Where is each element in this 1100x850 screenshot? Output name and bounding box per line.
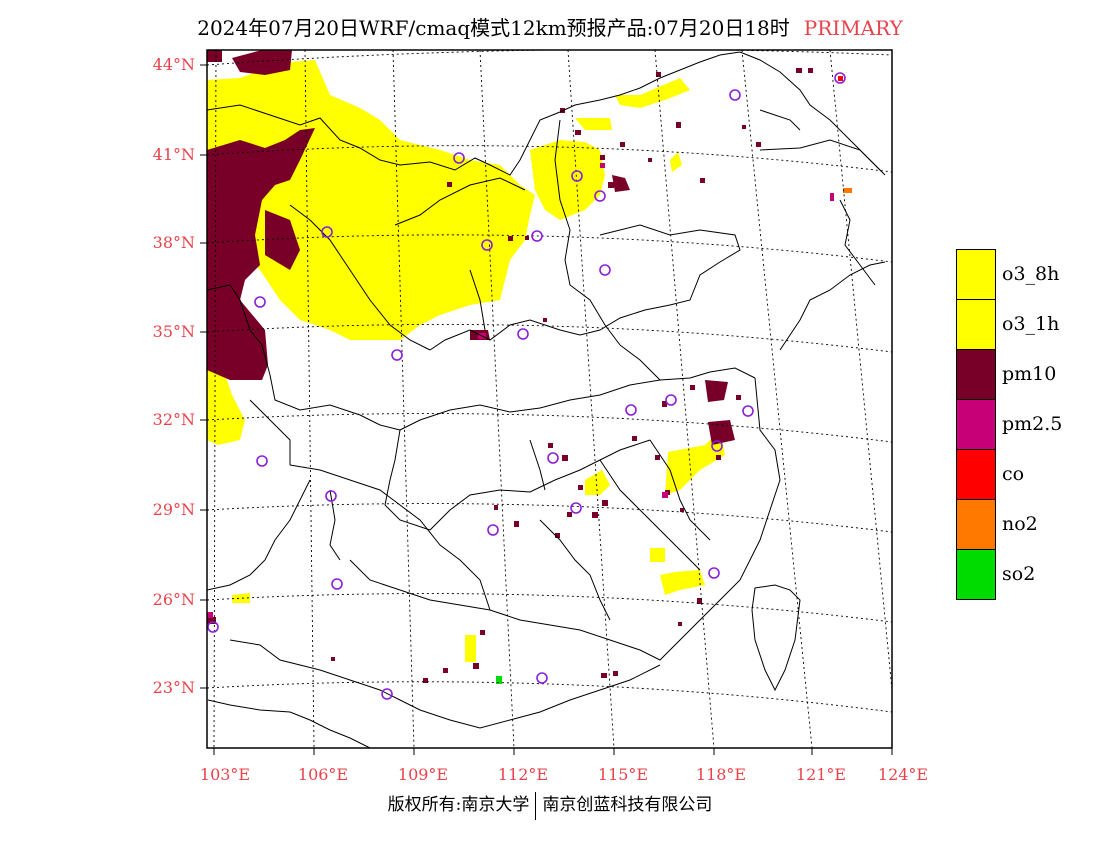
legend-label-co: co bbox=[1002, 463, 1025, 485]
lon-label-112: 112°E bbox=[497, 765, 549, 784]
lat-label-23: 23°N bbox=[152, 678, 195, 697]
legend-swatch-so2 bbox=[956, 550, 996, 600]
lat-label-29: 29°N bbox=[152, 500, 195, 519]
boundaries bbox=[207, 51, 886, 748]
map-title: 2024年07月20日WRF/cmaq模式12km预报产品:07月20日18时 P… bbox=[0, 12, 1100, 41]
title-tag: PRIMARY bbox=[803, 16, 903, 40]
lat-label-41: 41°N bbox=[152, 145, 195, 164]
legend-swatch-o3-1h bbox=[956, 300, 996, 350]
lon-label-103: 103°E bbox=[199, 765, 251, 784]
legend-label-no2: no2 bbox=[1002, 513, 1038, 535]
legend-swatch-co bbox=[956, 450, 996, 500]
pm10-region-west bbox=[207, 50, 735, 445]
lon-label-106: 106°E bbox=[297, 765, 349, 784]
legend-label-so2: so2 bbox=[1002, 563, 1036, 585]
legend-label-o3-8h: o3_8h bbox=[1002, 263, 1060, 285]
legend-label-pm10: pm10 bbox=[1002, 363, 1057, 385]
lon-ticks bbox=[213, 748, 893, 755]
title-text: 2024年07月20日WRF/cmaq模式12km预报产品:07月20日18时 bbox=[197, 16, 790, 40]
copyright-left: 版权所有:南京大学 bbox=[387, 795, 530, 815]
legend-swatch-o3-8h bbox=[956, 249, 996, 300]
lon-label-115: 115°E bbox=[597, 765, 649, 784]
station-markers bbox=[207, 72, 846, 700]
legend-label-pm25: pm2.5 bbox=[1002, 413, 1063, 435]
legend-swatch-no2 bbox=[956, 500, 996, 550]
pollutant-legend: o3_8h o3_1h pm10 pm2.5 co no2 so2 bbox=[956, 249, 1062, 600]
lat-label-44: 44°N bbox=[152, 55, 195, 74]
lon-label-124: 124°E bbox=[877, 765, 929, 784]
lon-label-109: 109°E bbox=[397, 765, 449, 784]
legend-swatch-pm25 bbox=[956, 400, 996, 450]
lat-ticks bbox=[200, 64, 207, 689]
legend-swatch-pm10 bbox=[956, 350, 996, 400]
lon-label-118: 118°E bbox=[695, 765, 747, 784]
lat-label-35: 35°N bbox=[152, 322, 195, 341]
co-cell bbox=[838, 76, 843, 81]
map-content bbox=[207, 50, 892, 748]
lat-label-38: 38°N bbox=[152, 233, 195, 252]
copyright-right: 南京创蓝科技有限公司 bbox=[542, 795, 713, 815]
o3-region-north bbox=[207, 60, 725, 662]
lat-label-32: 32°N bbox=[152, 410, 195, 429]
footer-separator bbox=[535, 791, 537, 820]
no2-cell bbox=[843, 188, 852, 193]
lat-label-26: 26°N bbox=[152, 590, 195, 609]
lon-label-121: 121°E bbox=[795, 765, 847, 784]
legend-label-o3-1h: o3_1h bbox=[1002, 313, 1060, 335]
map-frame bbox=[206, 49, 893, 749]
so2-cell bbox=[496, 676, 502, 684]
copyright-footer: 版权所有:南京大学 南京创蓝科技有限公司 bbox=[0, 790, 1100, 820]
